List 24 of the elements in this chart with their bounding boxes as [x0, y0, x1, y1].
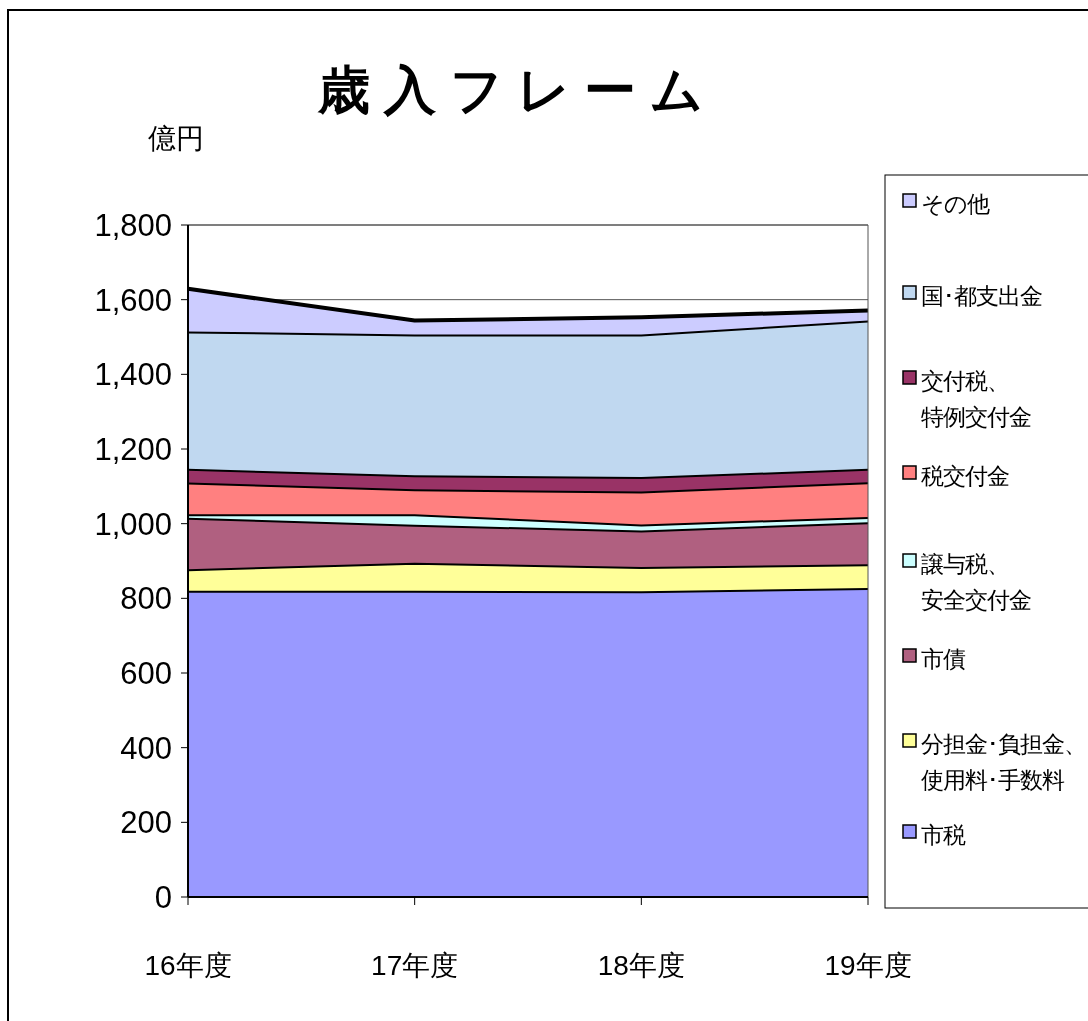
x-tick-label: 16年度 [144, 950, 232, 981]
x-tick-label: 17年度 [371, 950, 459, 981]
y-axis-title: 億円 [148, 123, 204, 154]
y-tick-label: 0 [154, 880, 172, 915]
legend-label: 交付税、特例交付金 [921, 368, 1031, 431]
y-tick-label: 1,600 [94, 282, 172, 318]
legend-label: 市債 [921, 646, 966, 673]
legend-label: 税交付金 [921, 463, 1009, 490]
y-tick-label: 1,000 [94, 506, 172, 542]
legend-label: 市税 [921, 822, 966, 849]
legend-label: 分担金･負担金、使用料･手数料 [921, 731, 1086, 794]
y-tick-label: 1,200 [94, 432, 172, 467]
chart-title: 歳入フレーム [316, 61, 717, 119]
x-tick-label: 19年度 [824, 950, 912, 981]
legend-label: その他 [921, 191, 990, 218]
y-tick-label: 1,800 [94, 208, 172, 243]
x-tick-label: 18年度 [597, 950, 685, 981]
y-tick-label: 800 [120, 581, 172, 617]
y-tick-label: 600 [120, 656, 172, 691]
legend-label: 譲与税、安全交付金 [921, 551, 1031, 614]
legend-label: 国･都支出金 [921, 283, 1042, 310]
y-tick-label: 1,400 [94, 357, 172, 393]
y-tick-label: 200 [120, 805, 172, 841]
y-tick-label: 400 [120, 730, 172, 766]
